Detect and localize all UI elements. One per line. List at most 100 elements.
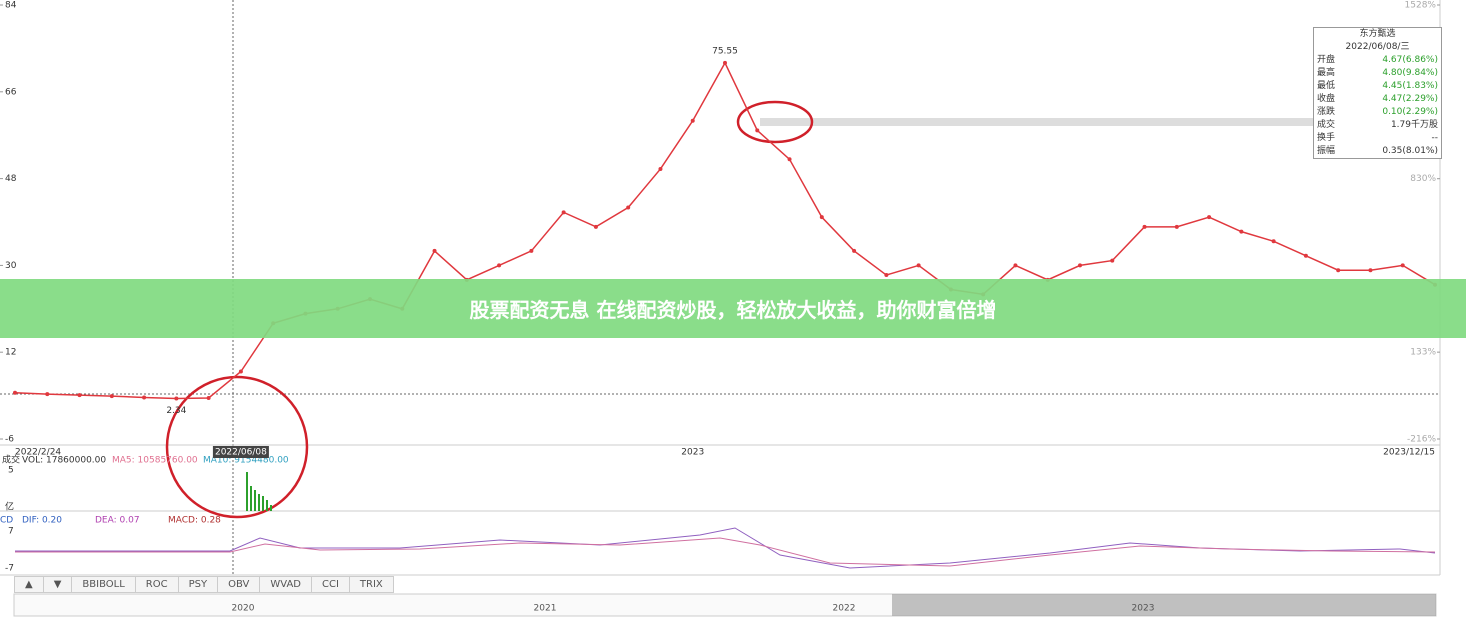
price-point — [206, 396, 211, 401]
indicator-tab[interactable]: WVAD — [259, 576, 312, 593]
price-point — [1174, 224, 1179, 229]
navigator-window[interactable] — [892, 594, 1436, 616]
highlight-band — [760, 118, 1440, 126]
info-value: 4.47(2.29%) — [1382, 94, 1438, 104]
info-key: 开盘 — [1317, 55, 1336, 65]
price-point — [174, 396, 179, 401]
banner[interactable]: 股票配资无息 在线配资炒股，轻松放大收益，助你财富倍增 — [0, 279, 1466, 338]
volume-bars — [246, 472, 272, 511]
price-point — [755, 128, 760, 133]
price-point — [1400, 263, 1405, 268]
x-tick-label: 2022/2/24 — [15, 448, 61, 458]
y-tick-label: 66 — [5, 87, 17, 97]
price-point — [529, 248, 534, 253]
price-point — [916, 263, 921, 268]
indicator-tab[interactable]: OBV — [217, 576, 261, 593]
price-point — [497, 263, 502, 268]
info-row: 振幅 0.35(8.01%) — [1314, 145, 1441, 158]
x-tick-label: 2023 — [681, 448, 704, 458]
indicator-tab[interactable]: ▲ — [14, 576, 44, 593]
y2-tick-label: -216% — [1407, 435, 1436, 445]
price-point — [1239, 229, 1244, 234]
y-tick-label: 48 — [5, 174, 17, 184]
info-value: -- — [1431, 133, 1439, 143]
indicator-tab[interactable]: ROC — [134, 576, 179, 593]
x-tick-label: 2022/06/08 — [215, 448, 267, 458]
volume-ma10: MA10: 9154480.00 — [203, 456, 289, 466]
macd-label: CD — [0, 516, 13, 526]
info-row: 开盘 4.67(6.86%) — [1314, 54, 1441, 67]
info-title: 东方甄选 — [1359, 29, 1396, 39]
info-row: 换手 -- — [1314, 132, 1441, 145]
price-point — [658, 166, 663, 171]
min-label: 2.34 — [166, 406, 186, 416]
y2-tick-label: 1528% — [1405, 1, 1437, 11]
info-value: 0.35(8.01%) — [1382, 146, 1438, 156]
info-row: 收盘 4.47(2.29%) — [1314, 93, 1441, 106]
info-key: 最高 — [1317, 68, 1336, 78]
price-point — [1303, 253, 1308, 258]
indicator-tab[interactable]: BBIBOLL — [71, 576, 136, 593]
price-point — [1368, 268, 1373, 273]
price-point — [1207, 215, 1212, 220]
price-line — [14, 61, 1436, 400]
info-key: 换手 — [1317, 133, 1336, 143]
indicator-tab[interactable]: CCI — [311, 576, 350, 593]
info-row: 最高 4.80(9.84%) — [1314, 67, 1441, 80]
price-point — [1110, 258, 1115, 263]
navigator-label: 2021 — [534, 604, 557, 614]
price-point — [1013, 263, 1018, 268]
indicator-tab[interactable]: TRIX — [348, 576, 394, 593]
price-point — [884, 273, 889, 278]
price-point — [819, 215, 824, 220]
price-point — [77, 393, 82, 398]
price-point — [852, 248, 857, 253]
volume-ma5: MA5: 10585760.00 — [112, 456, 198, 466]
price-point — [13, 390, 17, 395]
info-key: 涨跌 — [1317, 107, 1336, 117]
indicator-tab[interactable]: ▼ — [42, 576, 73, 593]
circle-annotation — [165, 375, 309, 519]
y2-tick-label: 133% — [1410, 348, 1436, 358]
info-row: 最低 4.45(1.83%) — [1314, 80, 1441, 93]
macd-line — [15, 527, 1436, 569]
price-point — [1271, 239, 1276, 244]
info-value: 4.45(1.83%) — [1382, 81, 1438, 91]
macd-tick: 7 — [8, 527, 14, 537]
navigator-label: 2022 — [833, 604, 856, 614]
crosshair-date-box — [212, 446, 269, 458]
info-key: 最低 — [1317, 81, 1336, 91]
info-key: 成交 — [1317, 120, 1336, 130]
price-point — [690, 118, 695, 123]
y2-tick-label: 830% — [1410, 174, 1436, 184]
max-label: 75.55 — [712, 46, 738, 56]
price-point — [1142, 224, 1147, 229]
price-point — [723, 60, 727, 65]
navigator-label: 2023 — [1132, 604, 1155, 614]
macd-dif: DIF: 0.20 — [22, 516, 62, 526]
indicator-tab[interactable]: PSY — [177, 576, 219, 593]
y-tick-label: -6 — [5, 435, 14, 445]
price-point — [109, 394, 114, 399]
price-point — [561, 210, 566, 215]
info-box: 东方甄选 2022/06/08/三 开盘 4.67(6.86%) 最高 4.80(9.… — [1313, 27, 1442, 159]
price-point — [1336, 268, 1341, 273]
info-value: 4.67(6.86%) — [1382, 55, 1438, 65]
macd-signal — [15, 537, 1436, 567]
indicator-tabs: ▲ ▼ BBIBOLL ROC PSY OBV WVAD CCI TRIX — [14, 576, 394, 593]
macd-tick: -7 — [5, 564, 14, 574]
price-point — [593, 224, 598, 229]
price-point — [142, 395, 147, 400]
info-row: 成交 1.79千万股 — [1314, 119, 1441, 132]
info-value: 0.10(2.29%) — [1382, 107, 1438, 117]
macd-dea: DEA: 0.07 — [95, 516, 140, 526]
info-key: 收盘 — [1317, 94, 1336, 104]
info-value: 1.79千万股 — [1390, 120, 1438, 130]
price-point — [432, 248, 437, 253]
macd-value: MACD: 0.28 — [168, 516, 221, 526]
info-row: 涨跌 0.10(2.29%) — [1314, 106, 1441, 119]
volume-vol: VOL: 17860000.00 — [22, 456, 106, 466]
x-tick-label: 2023/12/15 — [1383, 448, 1435, 458]
